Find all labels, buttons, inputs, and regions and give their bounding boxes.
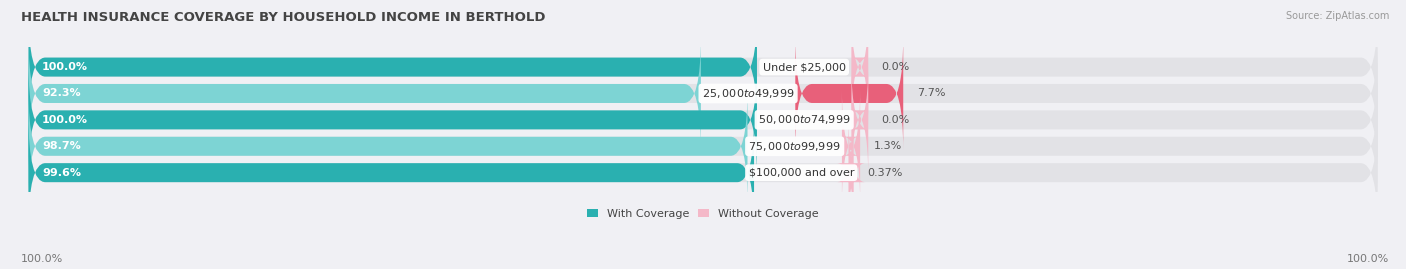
- FancyBboxPatch shape: [28, 10, 756, 123]
- FancyBboxPatch shape: [852, 63, 869, 176]
- Text: $75,000 to $99,999: $75,000 to $99,999: [748, 140, 841, 153]
- FancyBboxPatch shape: [28, 116, 1378, 229]
- Text: 0.37%: 0.37%: [868, 168, 903, 178]
- Text: 100.0%: 100.0%: [42, 62, 89, 72]
- Text: 100.0%: 100.0%: [1347, 254, 1389, 264]
- Text: 7.7%: 7.7%: [917, 89, 945, 98]
- FancyBboxPatch shape: [28, 37, 1378, 150]
- FancyBboxPatch shape: [28, 116, 754, 229]
- Text: $25,000 to $49,999: $25,000 to $49,999: [702, 87, 794, 100]
- Legend: With Coverage, Without Coverage: With Coverage, Without Coverage: [588, 209, 818, 219]
- Text: 92.3%: 92.3%: [42, 89, 80, 98]
- Text: HEALTH INSURANCE COVERAGE BY HOUSEHOLD INCOME IN BERTHOLD: HEALTH INSURANCE COVERAGE BY HOUSEHOLD I…: [21, 11, 546, 24]
- FancyBboxPatch shape: [28, 63, 756, 176]
- FancyBboxPatch shape: [842, 90, 860, 203]
- Text: 98.7%: 98.7%: [42, 141, 80, 151]
- FancyBboxPatch shape: [28, 90, 1378, 203]
- Text: 99.6%: 99.6%: [42, 168, 82, 178]
- Text: 100.0%: 100.0%: [42, 115, 89, 125]
- FancyBboxPatch shape: [28, 90, 748, 203]
- FancyBboxPatch shape: [852, 10, 869, 123]
- Text: 100.0%: 100.0%: [21, 254, 63, 264]
- FancyBboxPatch shape: [28, 10, 1378, 123]
- FancyBboxPatch shape: [837, 116, 865, 229]
- Text: Under $25,000: Under $25,000: [762, 62, 845, 72]
- Text: 1.3%: 1.3%: [873, 141, 901, 151]
- FancyBboxPatch shape: [796, 37, 903, 150]
- Text: 0.0%: 0.0%: [882, 62, 910, 72]
- Text: $50,000 to $74,999: $50,000 to $74,999: [758, 113, 851, 126]
- Text: $100,000 and over: $100,000 and over: [748, 168, 853, 178]
- FancyBboxPatch shape: [28, 37, 700, 150]
- FancyBboxPatch shape: [28, 63, 1378, 176]
- Text: 0.0%: 0.0%: [882, 115, 910, 125]
- Text: Source: ZipAtlas.com: Source: ZipAtlas.com: [1285, 11, 1389, 21]
